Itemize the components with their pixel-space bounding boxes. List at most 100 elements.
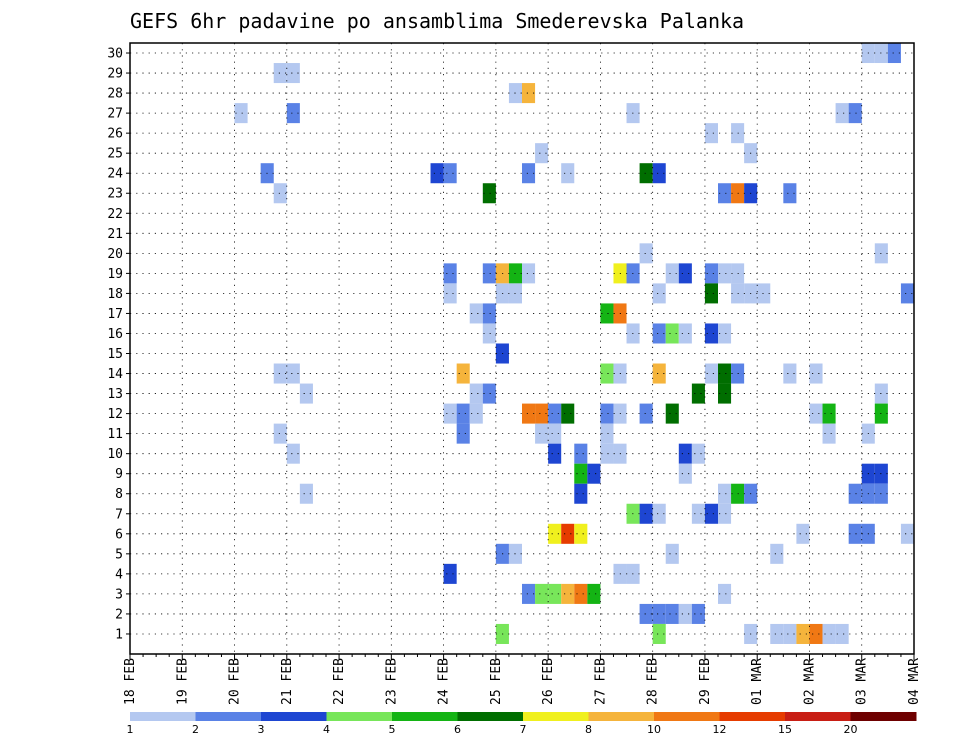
colorbar-label: 20 xyxy=(844,723,858,736)
precip-cell xyxy=(574,583,588,604)
precip-cell xyxy=(835,623,849,644)
colorbar-label: 8 xyxy=(585,723,592,736)
precip-cell xyxy=(430,163,444,184)
precip-cell xyxy=(678,443,692,464)
precip-cell xyxy=(456,363,470,384)
precip-cell xyxy=(561,583,575,604)
precip-cell xyxy=(482,183,496,204)
precip-cell xyxy=(704,263,718,284)
precip-cell xyxy=(652,363,666,384)
colorbar-swatch xyxy=(195,712,262,721)
y-tick-label: 13 xyxy=(107,387,123,402)
precip-cell xyxy=(574,443,588,464)
x-tick-label: 29 FEB xyxy=(698,658,713,705)
y-tick-label: 14 xyxy=(107,367,123,382)
precip-cell xyxy=(639,163,653,184)
precip-cell xyxy=(522,403,536,424)
precip-cell xyxy=(665,403,679,424)
precip-cell xyxy=(718,363,732,384)
colorbar-swatch xyxy=(326,712,393,721)
precip-cell xyxy=(678,323,692,344)
precip-cell xyxy=(482,263,496,284)
precip-cell xyxy=(809,623,823,644)
precip-cell xyxy=(718,263,732,284)
precip-cell xyxy=(273,63,287,84)
precip-cell xyxy=(535,143,549,164)
precip-cell xyxy=(704,283,718,304)
precip-cell xyxy=(522,263,536,284)
precip-cell xyxy=(548,583,562,604)
y-tick-label: 26 xyxy=(107,127,123,142)
precip-cell xyxy=(652,283,666,304)
precip-cell xyxy=(456,403,470,424)
precip-cell xyxy=(600,423,614,444)
colorbar-label: 15 xyxy=(778,723,792,736)
y-tick-label: 10 xyxy=(107,447,123,462)
x-tick-label: 03 MAR xyxy=(855,658,870,705)
y-tick-label: 17 xyxy=(107,307,123,322)
y-tick-label: 21 xyxy=(107,227,123,242)
x-tick-label: 19 FEB xyxy=(175,658,190,705)
precip-cell xyxy=(665,323,679,344)
x-tick-label: 23 FEB xyxy=(384,658,399,705)
precip-cell xyxy=(600,303,614,324)
precip-cell xyxy=(770,543,784,564)
y-tick-label: 2 xyxy=(115,607,123,622)
precip-cell xyxy=(286,63,300,84)
colorbar-swatch xyxy=(719,712,786,721)
y-tick-label: 19 xyxy=(107,267,123,282)
colorbar-label: 6 xyxy=(454,723,461,736)
precip-cell xyxy=(443,283,457,304)
precip-cell xyxy=(796,523,810,544)
x-axis: 18 FEB 19 FEB 20 FEB 21 FEB 22 FEB 23 FEB 24 F… xyxy=(123,654,922,705)
y-axis: 1234567891011121314151617181920212223242… xyxy=(107,47,130,642)
x-tick-label: 20 FEB xyxy=(228,658,243,705)
precip-cell xyxy=(652,323,666,344)
colorbar-label: 2 xyxy=(192,723,199,736)
x-tick-label: 18 FEB xyxy=(123,658,138,705)
precip-cell xyxy=(469,303,483,324)
colorbar-label: 1 xyxy=(127,723,134,736)
precip-cell xyxy=(535,403,549,424)
grid-lines xyxy=(130,43,914,654)
precip-cell xyxy=(574,483,588,504)
y-tick-label: 18 xyxy=(107,287,123,302)
precip-cell xyxy=(482,323,496,344)
y-tick-label: 20 xyxy=(107,247,123,262)
colorbar-label: 3 xyxy=(258,723,265,736)
precip-cell xyxy=(783,363,797,384)
colorbar-swatch xyxy=(588,712,655,721)
precip-cell xyxy=(469,383,483,404)
precip-cell xyxy=(691,603,705,624)
precip-cell xyxy=(639,243,653,264)
precip-cell xyxy=(704,503,718,524)
y-tick-label: 11 xyxy=(107,427,123,442)
precip-cell xyxy=(469,403,483,424)
precip-cell xyxy=(286,103,300,124)
x-tick-label: 02 MAR xyxy=(802,658,817,705)
x-tick-label: 01 MAR xyxy=(750,658,765,705)
y-tick-label: 7 xyxy=(115,507,123,522)
precip-cell xyxy=(691,503,705,524)
y-tick-label: 27 xyxy=(107,107,123,122)
precip-cell xyxy=(796,623,810,644)
precip-cell xyxy=(783,183,797,204)
precip-cell xyxy=(900,283,914,304)
precip-cell xyxy=(704,123,718,144)
precip-cell xyxy=(286,363,300,384)
x-tick-label: 21 FEB xyxy=(280,658,295,705)
colorbar-label: 12 xyxy=(713,723,727,736)
precip-cell xyxy=(848,523,862,544)
precip-cell xyxy=(587,463,601,484)
precip-cell xyxy=(273,183,287,204)
precip-cell xyxy=(443,263,457,284)
precip-cell xyxy=(835,103,849,124)
precip-cell xyxy=(456,423,470,444)
y-tick-label: 8 xyxy=(115,487,123,502)
y-tick-label: 1 xyxy=(115,627,123,642)
y-tick-label: 6 xyxy=(115,527,123,542)
colorbar-label: 5 xyxy=(389,723,396,736)
precip-cell xyxy=(234,103,248,124)
precip-cell xyxy=(443,163,457,184)
colorbar-swatch xyxy=(392,712,458,721)
